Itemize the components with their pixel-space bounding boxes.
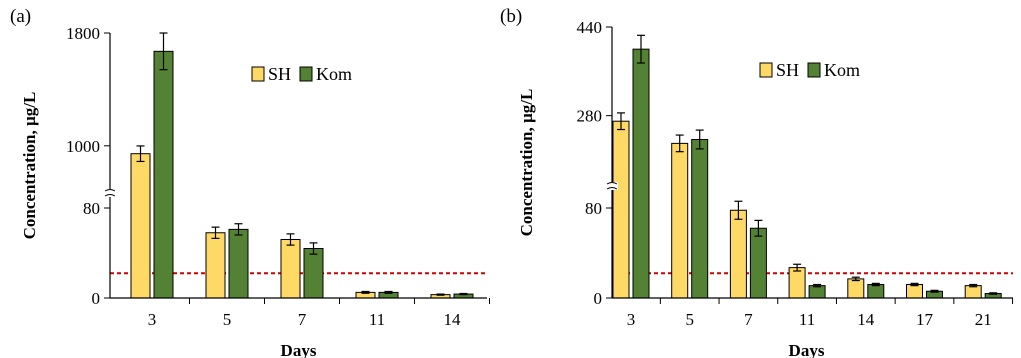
bar-kom-day-7 xyxy=(749,227,767,299)
y-tick-label: 0 xyxy=(92,289,101,308)
bar-sh-day-5 xyxy=(205,232,226,299)
bar-kom-day-3 xyxy=(632,48,650,299)
legend-label-kom: Kom xyxy=(824,60,860,80)
y-tick-label: 1000 xyxy=(66,137,100,156)
chart-panel-a: 3 5 7 11 14 0 80 1000 1800 (a) Concentration, µg/L… xyxy=(10,6,490,358)
bar-kom-day-11 xyxy=(808,285,826,299)
x-axis-title: Days xyxy=(281,341,317,358)
x-axis-title: Days xyxy=(789,341,825,358)
bar-sh-day-17 xyxy=(906,284,923,299)
x-tick-label: 3 xyxy=(627,310,636,329)
y-tick-label: 80 xyxy=(83,199,100,218)
axis-break-mark xyxy=(104,189,116,192)
y-tick-label: 280 xyxy=(577,107,603,126)
y-tick-label: 440 xyxy=(577,18,603,37)
legend-label-sh: SH xyxy=(776,60,799,80)
axis-break-gap xyxy=(104,189,116,197)
legend-label-kom: Kom xyxy=(316,64,352,84)
x-tick-label: 14 xyxy=(857,310,875,329)
y-tick-label: 80 xyxy=(585,199,602,218)
bar-kom-day-5 xyxy=(228,228,249,299)
legend-swatch-sh xyxy=(759,62,773,78)
bar-sh-day-21 xyxy=(964,285,982,299)
y-tick-label: 0 xyxy=(594,289,603,308)
panel-label: (b) xyxy=(500,6,522,27)
x-tick-label: 11 xyxy=(369,310,385,329)
legend: SH Kom xyxy=(251,64,352,84)
bar-sh-day-14 xyxy=(847,278,865,299)
x-tick-label: 21 xyxy=(975,310,992,329)
x-tick-label: 5 xyxy=(685,310,694,329)
x-tick-label: 14 xyxy=(444,310,462,329)
axis-break-mark xyxy=(606,187,618,190)
legend-label-sh: SH xyxy=(268,64,291,84)
x-tick-label: 7 xyxy=(744,310,753,329)
x-tick-label: 7 xyxy=(298,310,307,329)
x-tick-label: 5 xyxy=(223,310,232,329)
legend-swatch-sh xyxy=(251,66,265,82)
bar-sh-day-3 xyxy=(612,120,630,299)
legend-swatch-kom xyxy=(807,62,821,78)
y-tick-label: 1800 xyxy=(66,24,100,43)
bar-kom-day-3 xyxy=(153,50,174,299)
axis-break-mark xyxy=(104,194,116,197)
legend: SH Kom xyxy=(759,60,860,80)
y-axis-title: Concentration, µg/L xyxy=(20,92,39,240)
bar-kom-day-14 xyxy=(867,284,885,299)
panel-label: (a) xyxy=(10,6,31,27)
chart-panel-b: 3 5 7 11 14 17 21 0 80 280 440 (b) Concentration, µg… xyxy=(500,6,1014,358)
axis-break-mark xyxy=(606,182,618,185)
bar-kom-day-5 xyxy=(691,138,709,299)
legend-swatch-kom xyxy=(299,66,313,82)
bar-sh-day-5 xyxy=(671,142,689,299)
x-tick-label: 17 xyxy=(916,310,934,329)
y-axis-title: Concentration, µg/L xyxy=(517,89,536,237)
axis-break-gap xyxy=(606,182,618,190)
bar-kom-day-7 xyxy=(303,248,324,299)
bar-sh-day-7 xyxy=(280,239,301,299)
x-tick-label: 3 xyxy=(148,310,157,329)
x-tick-label: 11 xyxy=(799,310,815,329)
bar-sh-day-7 xyxy=(729,209,747,299)
bar-sh-day-11 xyxy=(788,267,806,299)
bar-sh-day-3 xyxy=(130,153,151,299)
